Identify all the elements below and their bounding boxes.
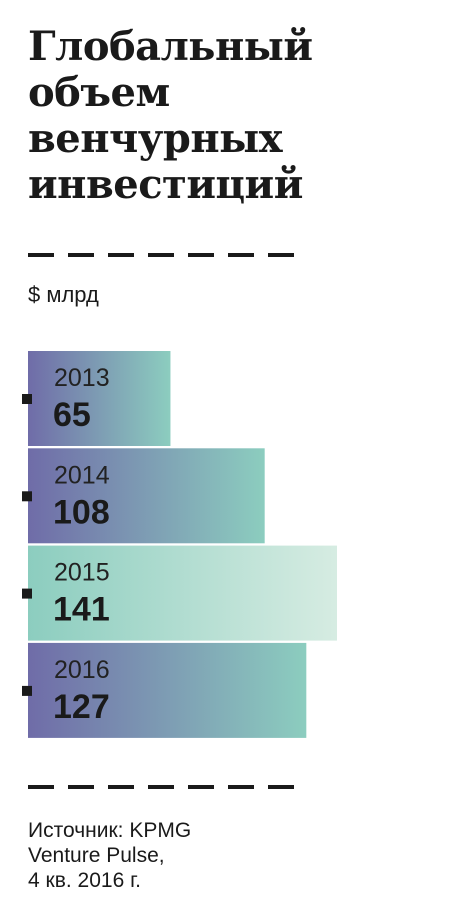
bar-2015 [28,545,337,641]
bar-marker-2016 [22,685,32,696]
dashed-divider-top [28,253,308,257]
source-note: Источник: KPMG Venture Pulse, 4 кв. 2016… [28,818,191,893]
bar-marker-2013 [22,394,32,404]
bar-value-label-2016: 127 [53,688,110,726]
source-line-1: Источник: KPMG [28,819,192,842]
bar-chart: 2013 65 2014 108 2015 141 2016 127 [22,351,337,738]
title-line-4: инвестиций [28,161,303,208]
source-line-2: Venture Pulse, [28,844,165,867]
bar-year-label-2013: 2013 [54,364,110,392]
bar-marker-2014 [22,491,32,502]
title-line-1: Глобальный [28,23,313,70]
unit-label: $ млрд [28,282,99,307]
bar-value-label-2013: 65 [53,396,91,434]
bar-2016 [28,642,307,738]
title-line-3: венчурных [28,115,283,162]
bar-marker-2015 [22,588,32,599]
title-line-2: объем [28,69,170,116]
chart-title: Глобальный объем венчурных инвестиций [28,24,448,208]
bar-year-label-2015: 2015 [54,559,110,587]
bar-value-label-2014: 108 [53,493,110,531]
bar-2013 [28,351,171,446]
bar-value-label-2015: 141 [53,591,110,629]
bar-year-label-2016: 2016 [54,656,110,684]
dashed-divider-bottom [28,785,308,789]
source-line-3: 4 кв. 2016 г. [28,869,142,892]
bar-year-label-2014: 2014 [54,461,110,489]
bar-2014 [28,448,265,544]
